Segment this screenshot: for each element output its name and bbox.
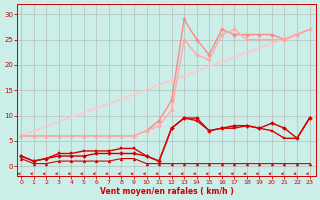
X-axis label: Vent moyen/en rafales ( km/h ): Vent moyen/en rafales ( km/h )	[100, 187, 234, 196]
